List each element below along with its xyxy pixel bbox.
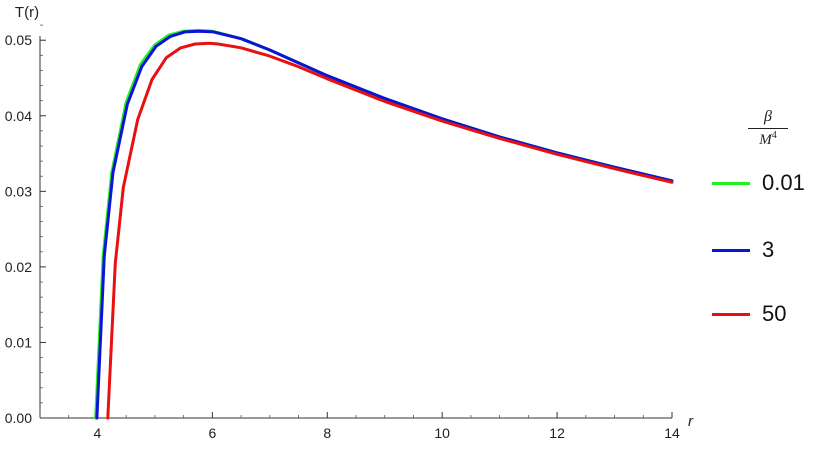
series-line-0: [94, 28, 674, 420]
legend-title-numerator: β: [748, 108, 788, 129]
y-tick-label-3: 0.03: [5, 183, 32, 199]
legend-title: β M4: [748, 108, 788, 149]
y-tick-label-0: 0.00: [5, 410, 32, 426]
chart-series: [94, 28, 674, 420]
legend-swatch-0: [712, 181, 750, 185]
x-tick-label-0: 4: [94, 425, 102, 441]
y-tick-label-2: 0.02: [5, 259, 32, 275]
x-tick-label-3: 10: [434, 425, 450, 441]
y-tick-label-1: 0.01: [5, 334, 32, 350]
legend-label-2: 50: [762, 301, 787, 326]
legend-label-1: 3: [762, 237, 775, 262]
chart-axes: 4 6 8 10 12 14 0.00 0.01 0.02 0.03 0.04 0.05: [5, 24, 680, 441]
series-line-2: [106, 41, 674, 420]
y-tick-label-4: 0.04: [5, 108, 32, 124]
legend-swatch-1: [712, 248, 750, 252]
y-axis-label: T(r): [15, 4, 39, 21]
legend-label-0: 0.01: [762, 170, 805, 195]
legend-title-denominator: M4: [748, 129, 788, 149]
legend-item-0: 0.01: [712, 170, 805, 196]
legend-item-1: 3: [712, 237, 774, 263]
legend-title-denominator-base: M: [759, 132, 772, 148]
y-tick-label-5: 0.05: [5, 32, 32, 48]
legend-swatch-2: [712, 312, 750, 316]
legend-item-2: 50: [712, 301, 786, 327]
x-tick-label-2: 8: [323, 425, 331, 441]
legend-title-denominator-power: 4: [771, 130, 777, 141]
x-tick-label-1: 6: [208, 425, 216, 441]
series-line-1: [95, 29, 674, 420]
x-tick-label-5: 14: [664, 425, 680, 441]
x-tick-label-4: 12: [549, 425, 565, 441]
x-axis-label: r: [688, 413, 694, 430]
